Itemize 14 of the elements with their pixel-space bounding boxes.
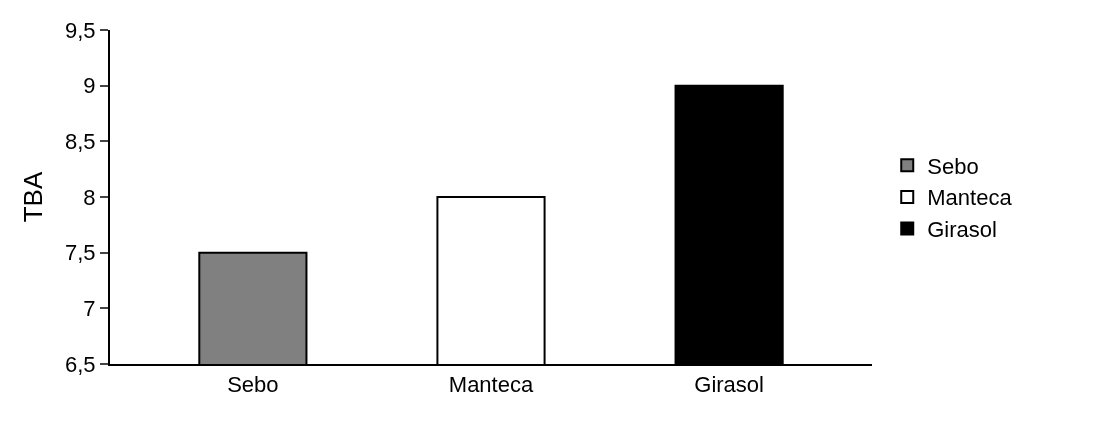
legend-label: Girasol bbox=[927, 217, 997, 243]
legend-label: Sebo bbox=[927, 153, 979, 179]
y-tick-label: 7,5 bbox=[65, 240, 96, 266]
y-tick-label: 8 bbox=[83, 184, 96, 210]
legend-label: Manteca bbox=[927, 185, 1013, 211]
x-tick-label: Girasol bbox=[694, 372, 764, 398]
y-axis-title: TBA bbox=[17, 171, 48, 223]
y-tick-label: 9 bbox=[83, 73, 96, 99]
x-tick-label: Manteca bbox=[448, 372, 534, 398]
y-tick-label: 9,5 bbox=[65, 17, 96, 43]
y-tick-label: 6,5 bbox=[65, 351, 96, 377]
x-tick-label: Sebo bbox=[227, 372, 279, 398]
y-tick-label: 8,5 bbox=[65, 129, 96, 155]
y-tick-label: 7 bbox=[83, 296, 96, 322]
